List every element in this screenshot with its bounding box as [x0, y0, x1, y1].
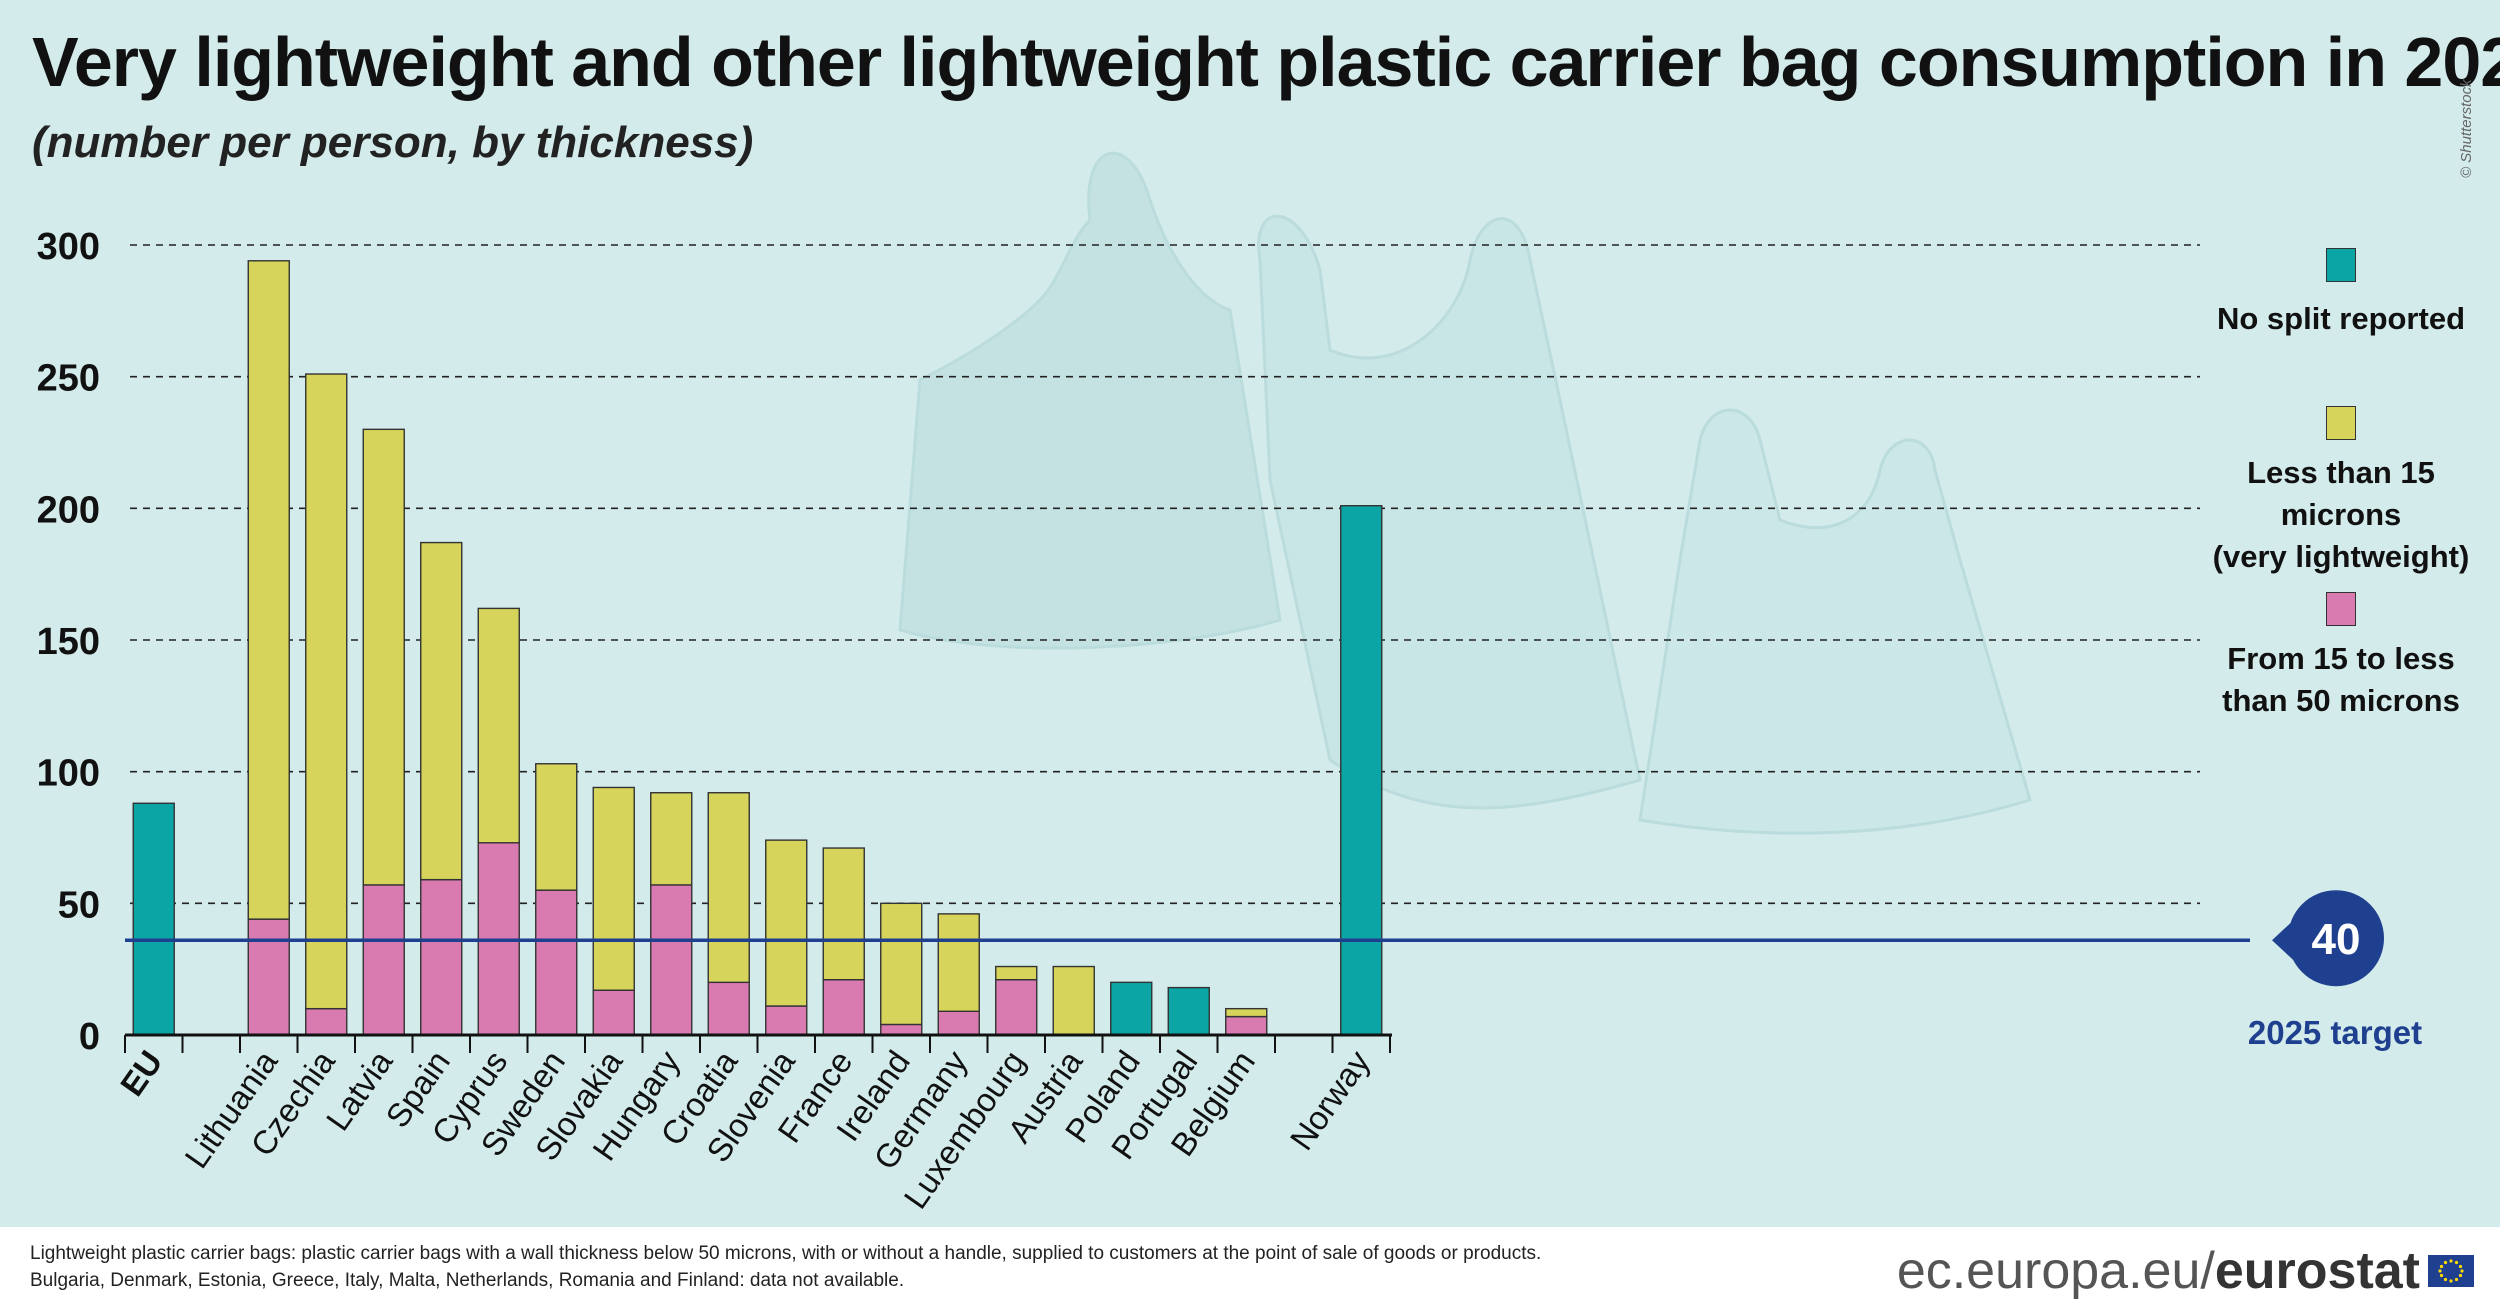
x-tick-label: Norway — [1283, 1043, 1378, 1156]
y-tick-label: 50 — [58, 884, 100, 926]
y-tick-label: 0 — [79, 1016, 100, 1058]
bar-segment — [420, 541, 463, 881]
bar-segment — [765, 839, 808, 1007]
bar-segment — [1167, 986, 1210, 1036]
bar-segment — [880, 902, 923, 1026]
bar-segment — [880, 1023, 923, 1036]
bar-segment — [247, 260, 290, 920]
brand-name: eurostat — [2214, 1242, 2420, 1300]
y-tick-label: 150 — [37, 621, 100, 663]
footnote-definition: Lightweight plastic carrier bags: plasti… — [30, 1243, 1542, 1264]
bar-segment — [822, 979, 865, 1036]
legend-label: From 15 to less than 50 microns — [2222, 641, 2460, 718]
bar-segment — [592, 786, 635, 991]
bar-segment — [420, 878, 463, 1036]
bar-segment — [477, 607, 520, 844]
target-badge-value: 40 — [2312, 915, 2361, 964]
y-axis-ticks: 0 50 100 150 200 250 300 — [37, 226, 100, 1058]
plastic-bags-illustration — [898, 151, 2032, 835]
bar-segment — [592, 989, 635, 1036]
chart-subtitle: (number per person, by thickness) — [32, 118, 754, 167]
bar-segment — [305, 1007, 348, 1036]
bar-segment — [707, 792, 750, 984]
bar-segment — [1052, 965, 1095, 1036]
bar-segment — [937, 913, 980, 1012]
legend-swatch — [2326, 248, 2356, 282]
bar-segment — [305, 373, 348, 1010]
y-tick-label: 250 — [37, 358, 100, 400]
legend-swatch — [2326, 592, 2356, 626]
bar-segment — [650, 792, 693, 886]
bar-segment — [535, 763, 578, 891]
brand-url: ec.europa.eu/ — [1896, 1242, 2215, 1300]
bar-segment — [535, 889, 578, 1036]
x-axis-labels: EU LithuaniaCzechiaLatviaSpainCyprusSwede… — [113, 1043, 1377, 1215]
bar-segment — [1225, 1015, 1268, 1036]
legend-swatch — [2326, 406, 2356, 440]
bar-chart: 0 50 100 150 200 250 300 EU LithuaniaCzechiaLat… — [37, 151, 2422, 1215]
bar-segment — [247, 918, 290, 1036]
y-tick-label: 200 — [37, 489, 100, 531]
bar-segment — [707, 981, 750, 1036]
bar-segment — [650, 884, 693, 1036]
x-tick-label: EU — [113, 1044, 170, 1103]
legend-label: Less than 15 microns (very lightweight) — [2212, 455, 2470, 574]
target-badge — [2288, 890, 2384, 987]
bar-segment — [362, 428, 405, 886]
bar-segment — [995, 979, 1038, 1036]
bar-segment — [362, 884, 405, 1036]
legend-label: No split reported — [2216, 301, 2465, 336]
bar-segment — [995, 965, 1038, 981]
bars — [132, 260, 1383, 1036]
eu-flag-icon — [2428, 1255, 2474, 1287]
chart-title: Very lightweight and other lightweight p… — [32, 23, 2500, 101]
y-tick-label: 100 — [37, 753, 100, 795]
bar-segment — [132, 802, 175, 1036]
bar-segment — [765, 1005, 808, 1036]
bar-segment — [1110, 981, 1153, 1036]
grid-lines — [130, 244, 2200, 905]
bar-segment — [937, 1010, 980, 1036]
footnote-missing-data: Bulgaria, Denmark, Estonia, Greece, Ital… — [30, 1270, 905, 1291]
y-tick-label: 300 — [37, 226, 100, 268]
bar-segment — [1340, 505, 1383, 1036]
target-line-group: 40 2025 target — [125, 890, 2422, 1051]
bar-segment — [1225, 1007, 1268, 1018]
x-axis — [124, 1033, 1392, 1053]
eurostat-brand[interactable]: ec.europa.eu/eurostat — [1897, 1245, 2420, 1297]
footer: Lightweight plastic carrier bags: plasti… — [0, 1227, 2500, 1313]
bar-segment — [822, 847, 865, 981]
target-label: 2025 target — [2248, 1014, 2422, 1051]
